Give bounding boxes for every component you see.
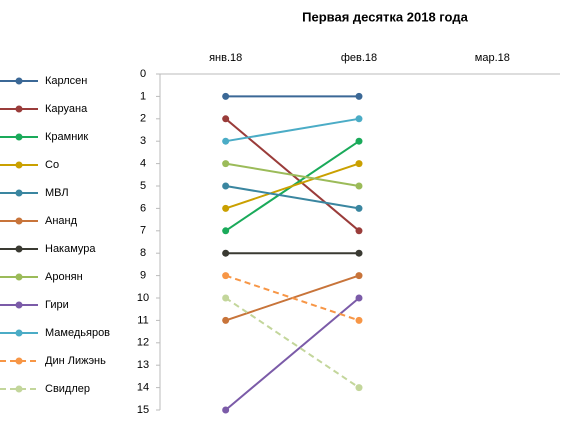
series-line	[225, 162, 360, 187]
legend-label: Мамедьяров	[45, 327, 110, 339]
y-tick-label: 4	[140, 158, 146, 170]
series-marker	[222, 182, 230, 190]
series-marker	[222, 160, 230, 168]
legend-marker	[15, 329, 23, 337]
y-tick-label: 5	[140, 180, 146, 192]
series-marker	[355, 92, 363, 100]
y-tick-label: 13	[137, 359, 149, 371]
legend-label: Свидлер	[45, 383, 90, 395]
series-marker	[355, 249, 363, 257]
chart-title: Первая десятка 2018 года	[302, 9, 468, 24]
series-marker	[355, 316, 363, 324]
legend-marker	[15, 77, 23, 85]
y-tick-label: 10	[137, 292, 149, 304]
legend-marker	[15, 133, 23, 141]
y-tick-label: 8	[140, 247, 146, 259]
y-tick-label: 12	[137, 337, 149, 349]
series-marker	[222, 316, 230, 324]
legend-label: Карлсен	[45, 75, 87, 87]
series-marker	[222, 137, 230, 145]
legend-label: Накамура	[45, 243, 96, 255]
series-marker	[355, 294, 363, 302]
legend-label: Аронян	[45, 271, 83, 283]
legend-label: Крамник	[45, 131, 88, 143]
series-line	[225, 162, 360, 210]
y-tick-label: 15	[137, 404, 149, 416]
x-tick-label: фев.18	[341, 52, 377, 64]
series-marker	[222, 227, 230, 235]
legend-marker	[15, 301, 23, 309]
legend-marker	[15, 385, 23, 393]
series-marker	[222, 272, 230, 280]
y-tick-label: 2	[140, 113, 146, 125]
legend-marker	[15, 273, 23, 281]
y-tick-label: 0	[140, 68, 146, 80]
series-line	[225, 274, 360, 322]
series-marker	[222, 115, 230, 123]
legend-label: Ананд	[45, 215, 78, 227]
legend-marker	[15, 217, 23, 225]
legend-label: МВЛ	[45, 187, 69, 199]
legend-marker	[15, 161, 23, 169]
y-tick-label: 1	[140, 90, 146, 102]
x-tick-label: янв.18	[209, 52, 242, 64]
series-marker	[222, 406, 230, 414]
series-line	[225, 117, 360, 143]
series-marker	[355, 227, 363, 235]
series-marker	[222, 294, 230, 302]
series-line	[225, 297, 360, 389]
y-tick-label: 9	[140, 270, 146, 282]
legend-marker	[15, 357, 23, 365]
series-marker	[355, 182, 363, 190]
y-tick-label: 6	[140, 202, 146, 214]
legend-marker	[15, 245, 23, 253]
series-marker	[355, 115, 363, 123]
series-line	[225, 297, 360, 411]
y-tick-label: 11	[137, 314, 148, 326]
series-marker	[222, 249, 230, 257]
series-marker	[222, 92, 230, 100]
series-marker	[355, 204, 363, 212]
x-tick-label: мар.18	[475, 52, 510, 64]
series-marker	[355, 272, 363, 280]
legend-label: Дин Лижэнь	[45, 355, 106, 367]
y-tick-label: 7	[140, 225, 146, 237]
legend-label: Со	[45, 159, 59, 171]
series-marker	[222, 204, 230, 212]
legend-marker	[15, 105, 23, 113]
series-marker	[355, 384, 363, 392]
legend-label: Каруана	[45, 103, 88, 115]
legend-marker	[15, 189, 23, 197]
y-tick-label: 3	[140, 135, 146, 147]
series-marker	[355, 160, 363, 168]
series-marker	[355, 137, 363, 145]
series-line	[225, 185, 360, 210]
y-tick-label: 14	[137, 382, 149, 394]
legend-label: Гири	[45, 299, 69, 311]
